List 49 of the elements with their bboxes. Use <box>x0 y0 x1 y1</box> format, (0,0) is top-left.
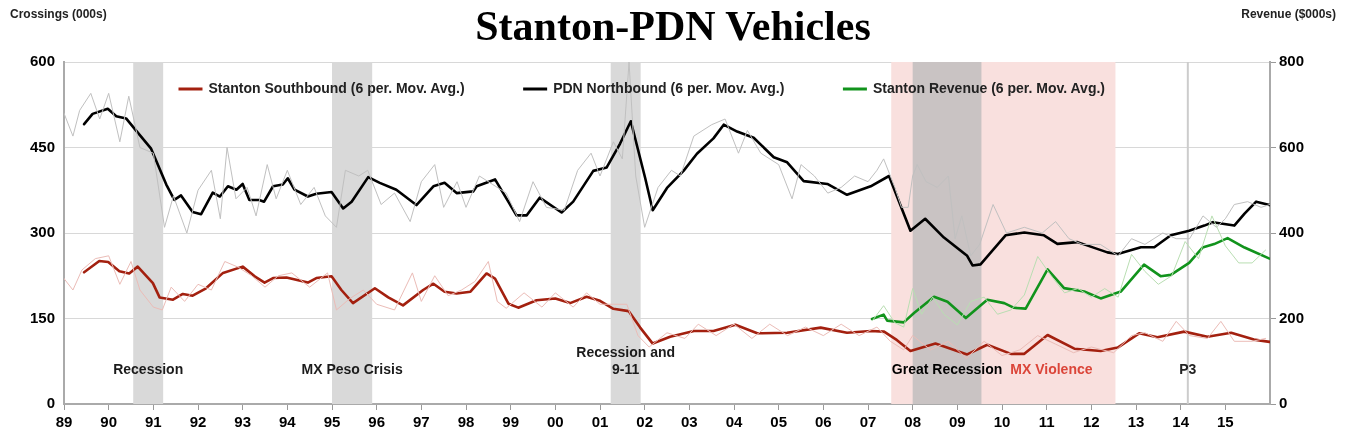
legend-label: Stanton Revenue (6 per. Mov. Avg.) <box>872 79 1105 96</box>
band-label: Great Recession <box>891 360 1003 377</box>
band-label: MX Violence <box>1010 360 1093 377</box>
x-tick-label: 06 <box>814 413 832 431</box>
x-tick-label: 96 <box>368 413 386 431</box>
x-tick-label: 07 <box>859 413 877 431</box>
x-tick-label: 10 <box>993 413 1011 431</box>
x-tick-label: 93 <box>234 413 252 431</box>
x-tick-label: 04 <box>725 413 743 431</box>
x-tick-label: 14 <box>1172 413 1190 431</box>
x-tick-label: 91 <box>144 413 162 431</box>
y-tick-label: 0 <box>46 394 55 412</box>
y2-tick-label: 0 <box>1279 394 1288 412</box>
x-tick-label: 00 <box>546 413 564 431</box>
x-tick-label: 11 <box>1038 413 1055 431</box>
x-tick-label: 05 <box>770 413 788 431</box>
x-tick-label: 90 <box>100 413 118 431</box>
x-tick-label: 99 <box>502 413 520 431</box>
y-tick-label: 300 <box>29 223 55 241</box>
y-tick-label: 450 <box>29 137 55 155</box>
x-tick-label: 13 <box>1127 413 1145 431</box>
band-label: MX Peso Crisis <box>301 360 403 377</box>
y-axis-title: Crossings (000s) <box>10 7 107 21</box>
x-tick-label: 89 <box>55 413 73 431</box>
y2-tick-label: 200 <box>1279 308 1305 326</box>
band-label: Recession <box>113 360 184 377</box>
x-tick-label: 02 <box>636 413 654 431</box>
band-label: Recession and 9-11 <box>576 343 676 377</box>
y2-axis-title: Revenue ($000s) <box>1241 7 1336 21</box>
legend-label: PDN Northbound (6 per. Mov. Avg.) <box>553 79 785 96</box>
y2-tick-label: 800 <box>1279 52 1305 70</box>
x-tick-label: 09 <box>948 413 966 431</box>
x-tick-label: 08 <box>904 413 922 431</box>
x-tick-label: 97 <box>412 413 430 431</box>
x-tick-label: 98 <box>457 413 475 431</box>
ref-line-label: P3 <box>1179 360 1197 377</box>
y-tick-label: 600 <box>29 52 55 70</box>
legend-label: Stanton Southbound (6 per. Mov. Avg.) <box>208 79 465 96</box>
y2-tick-label: 600 <box>1279 137 1305 155</box>
x-tick-label: 15 <box>1216 413 1234 431</box>
y-tick-label: 150 <box>29 308 55 326</box>
x-tick-label: 12 <box>1082 413 1100 431</box>
x-tick-label: 92 <box>189 413 207 431</box>
x-tick-label: 01 <box>591 413 609 431</box>
chart-title: Stanton-PDN Vehicles <box>475 3 871 49</box>
x-tick-label: 03 <box>680 413 698 431</box>
y2-tick-label: 400 <box>1279 223 1305 241</box>
x-tick-label: 95 <box>323 413 341 431</box>
x-tick-label: 94 <box>278 413 297 431</box>
